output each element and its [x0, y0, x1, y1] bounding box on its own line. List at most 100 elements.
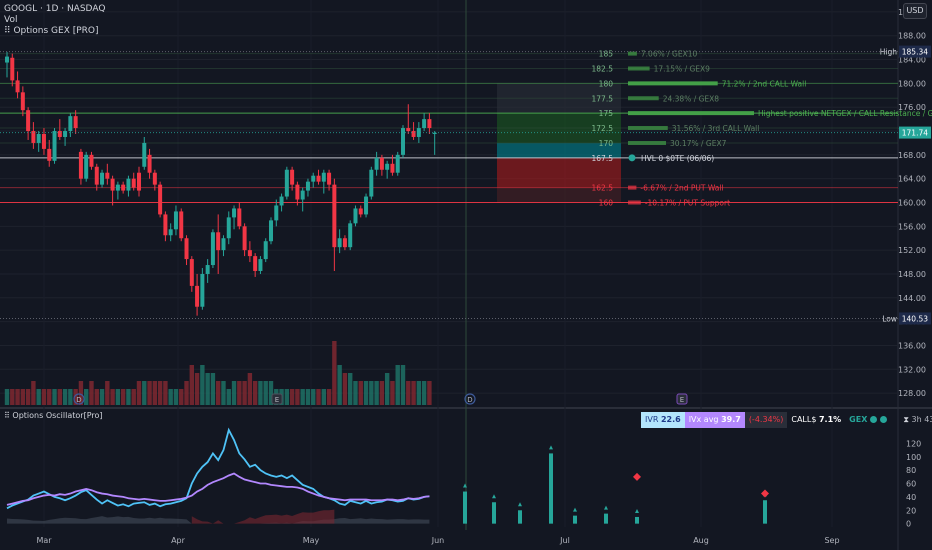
volume-bar — [252, 381, 258, 405]
candle-body — [274, 205, 279, 221]
candle-body — [216, 232, 221, 251]
volume-bar — [52, 389, 57, 405]
volume-bar — [57, 389, 62, 405]
volume-bar — [226, 389, 231, 405]
volume-bar — [105, 381, 110, 405]
gex-bar — [628, 185, 637, 190]
volume-bar — [247, 373, 253, 405]
earnings-marker-icon — [676, 393, 688, 405]
oscillator-title[interactable]: ⠿ Options Oscillator[Pro] — [4, 411, 103, 420]
candle-body — [57, 131, 62, 137]
hvl-dot-icon — [628, 154, 636, 162]
volume-bar — [41, 389, 47, 405]
candle-body — [163, 214, 168, 236]
volume-bar — [374, 381, 379, 405]
gex-indicator-label[interactable]: ⠿ Options GEX [PRO] — [4, 26, 99, 36]
volume-bar — [147, 381, 152, 405]
candle-body — [269, 220, 273, 242]
volume-bar — [263, 381, 268, 405]
x-tick-label: Jul — [559, 536, 570, 545]
gex-label: Highest positive NETGEX / CALL Resistanc… — [758, 109, 932, 118]
volume-bar — [210, 373, 216, 405]
low-value-box — [899, 312, 931, 325]
gex-zone — [497, 157, 621, 188]
candle-body — [15, 80, 20, 93]
gex-label: 71.2% / 2nd CALL Wall — [722, 79, 807, 88]
candle-body — [137, 172, 141, 191]
candle-body — [78, 151, 83, 179]
candle-body — [195, 285, 200, 307]
future-gex-bar — [635, 516, 639, 524]
volume-bar — [416, 381, 422, 405]
candle-body — [232, 208, 237, 218]
candle-body — [210, 232, 215, 266]
candle-body — [126, 178, 131, 191]
candle-body — [364, 196, 369, 215]
volume-bar — [427, 381, 432, 405]
y-tick-label: 176.00 — [898, 103, 926, 112]
candle-body — [94, 166, 99, 185]
volume-bar — [25, 389, 31, 405]
volume-bar — [168, 389, 173, 405]
candle-body — [147, 154, 152, 173]
strike-label: 162.5 — [592, 184, 614, 193]
strike-label: 167.5 — [592, 154, 614, 163]
volume-bar — [73, 389, 78, 405]
candle-body — [311, 175, 316, 182]
volume-bar — [189, 365, 194, 405]
volume-bar — [369, 381, 374, 405]
ivx-badge: IVx avg 39.7 — [684, 412, 745, 428]
volume-bar — [205, 373, 210, 405]
y-tick-label: 184.00 — [898, 56, 926, 65]
candle-body — [41, 134, 46, 149]
y-tick-label: 156.00 — [898, 222, 926, 231]
candle-body — [263, 241, 268, 260]
volume-bar — [216, 381, 221, 405]
future-gex-bar — [573, 515, 577, 524]
time-badge: ⧗ 3h 43m — [903, 415, 932, 424]
candle-body — [300, 190, 305, 200]
strike-label: 160 — [599, 199, 614, 208]
volume-bar — [295, 389, 300, 405]
candle-body — [290, 169, 295, 185]
gex-zone — [497, 187, 621, 203]
volume-bar — [316, 389, 321, 405]
last-price-box — [899, 126, 931, 139]
volume-bar — [15, 389, 20, 405]
volume-bar — [305, 389, 311, 405]
volume-bar — [36, 389, 41, 405]
gex-bar — [628, 96, 659, 101]
candle-body — [411, 131, 416, 137]
strike-label: 170 — [599, 139, 614, 148]
bar-arrow-icon — [518, 502, 522, 507]
volume-bar — [231, 381, 237, 405]
candle-body — [416, 128, 421, 137]
candle-body — [158, 184, 163, 215]
strike-label: 182.5 — [592, 64, 614, 73]
volume-bar — [200, 365, 205, 405]
volume-bar — [157, 381, 163, 405]
currency-button[interactable]: USD — [903, 3, 927, 19]
volume-bar — [10, 389, 15, 405]
gex-zone — [497, 142, 621, 158]
diamond-marker-icon — [633, 472, 641, 481]
volume-bar — [99, 389, 105, 405]
volume-bar — [406, 381, 411, 405]
candle-body — [200, 273, 205, 307]
x-tick-label: Jun — [431, 536, 445, 545]
y-tick-label: 144.00 — [898, 294, 926, 303]
y-tick-label: 152.00 — [898, 246, 926, 255]
future-gex-bar — [492, 502, 496, 524]
volume-bar — [163, 381, 168, 405]
volume-bar — [395, 365, 400, 405]
volume-bar — [142, 381, 147, 405]
candle-body — [242, 226, 247, 251]
volume-bar — [184, 381, 189, 405]
candle-body — [205, 265, 210, 274]
x-tick-label: Apr — [171, 536, 186, 545]
candle-body — [168, 229, 173, 236]
volume-bar — [152, 381, 158, 405]
symbol-title[interactable]: GOOGL · 1D · NASDAQ — [4, 4, 106, 14]
candle-body — [305, 181, 310, 191]
